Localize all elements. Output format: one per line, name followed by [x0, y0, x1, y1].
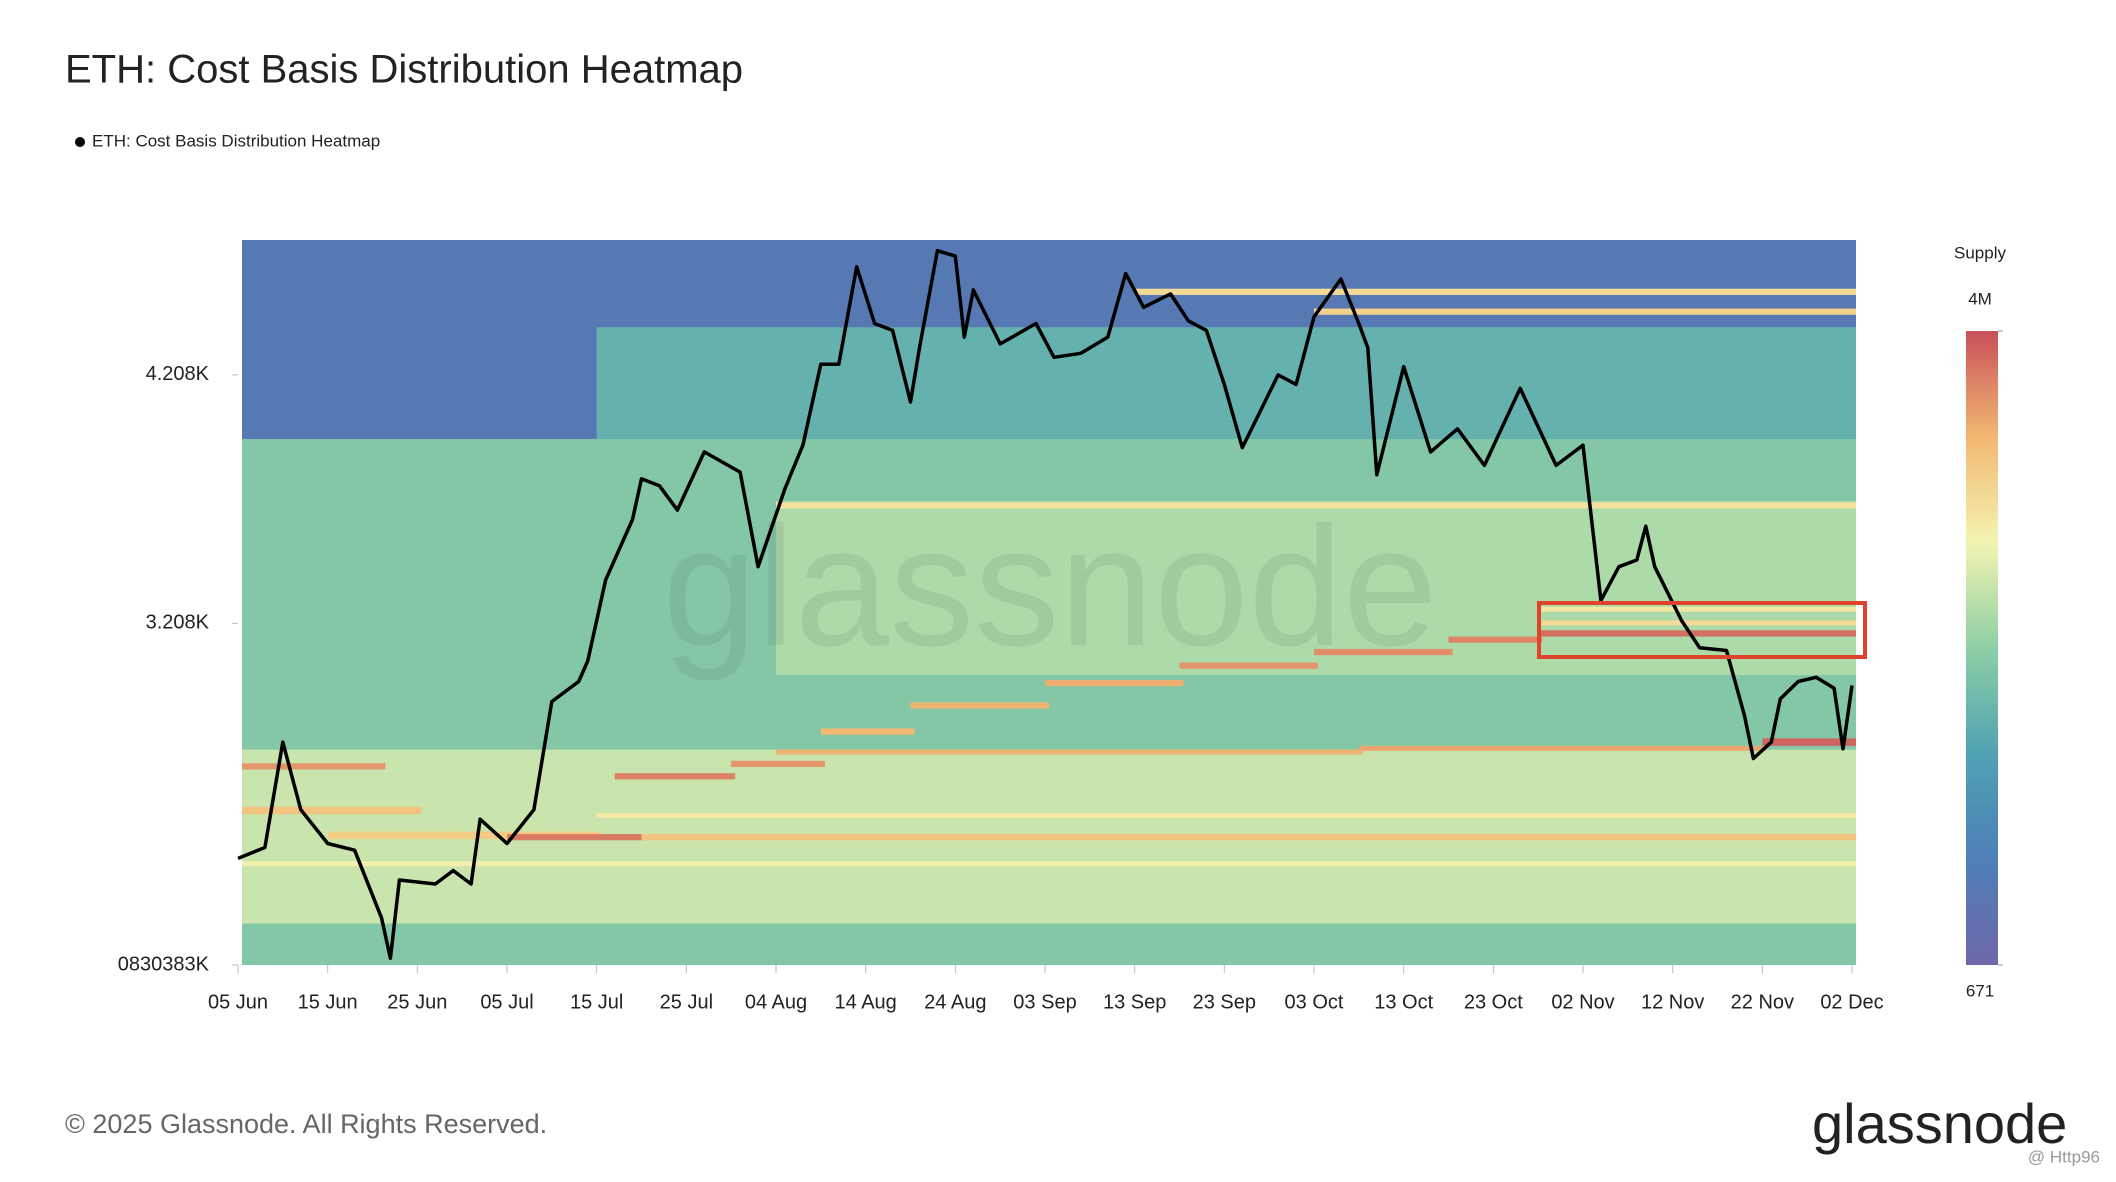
x-tick-label: 02 Nov — [1551, 991, 1614, 1013]
supply-band — [327, 831, 601, 840]
chart-title: ETH: Cost Basis Distribution Heatmap — [65, 48, 743, 92]
x-tick-label: 03 Oct — [1285, 991, 1344, 1013]
supply-band — [1448, 636, 1543, 643]
x-tick-label: 23 Sep — [1193, 991, 1256, 1013]
supply-band — [1179, 662, 1318, 669]
price-line — [237, 248, 1854, 961]
y-tick-label: 4.208K — [146, 363, 210, 385]
supply-band — [1314, 648, 1453, 656]
supply-band — [731, 760, 825, 767]
supply-band — [242, 806, 422, 815]
x-tick-label: 13 Sep — [1103, 991, 1166, 1013]
x-tick-label: 15 Jun — [298, 991, 358, 1013]
supply-band — [1045, 680, 1184, 687]
supply-band — [1762, 738, 1856, 746]
highlight-box — [1537, 601, 1867, 659]
axes: 4M 671 0830383K 3.208K 4.208K 05 Jun 15 Jun 25 … — [118, 289, 2003, 1013]
x-tick-label: 23 Oct — [1464, 991, 1523, 1013]
x-tick-label: 03 Sep — [1013, 991, 1076, 1013]
supply-band — [641, 834, 1856, 841]
supply-band — [507, 834, 646, 841]
footer: © 2025 Glassnode. All Rights Reserved. — [65, 1109, 547, 1139]
x-tick-label: 05 Jul — [480, 991, 533, 1013]
supply-band — [820, 728, 915, 735]
colorbar-tick-label: 671 — [1966, 981, 1994, 1000]
x-tick-label: 22 Nov — [1731, 991, 1794, 1013]
supply-band — [1538, 606, 1856, 612]
supply-band — [596, 812, 1856, 818]
colorbar-tick-label: 4M — [1968, 289, 1992, 308]
logo: glassnode — [1812, 1092, 2067, 1155]
x-tick-label: 04 Aug — [745, 991, 807, 1013]
supply-band — [596, 327, 1856, 440]
heatmap — [242, 240, 1856, 965]
legend-label: ETH: Cost Basis Distribution Heatmap — [92, 131, 380, 150]
colorbar — [1966, 331, 1998, 965]
x-tick-label: 02 Dec — [1820, 991, 1883, 1013]
y-tick-label: 0830383K — [118, 953, 210, 975]
watermark: glassnode — [662, 492, 1437, 682]
supply-band — [1538, 620, 1856, 626]
supply-band — [910, 702, 1049, 709]
supply-band — [1314, 308, 1856, 315]
supply-band — [1358, 745, 1767, 751]
supply-band — [776, 749, 1363, 755]
x-tick-label: 05 Jun — [208, 991, 268, 1013]
x-tick-label: 14 Aug — [835, 991, 897, 1013]
x-tick-label: 25 Jun — [387, 991, 447, 1013]
legend-marker — [75, 137, 85, 147]
supply-band — [1538, 630, 1856, 637]
supply-band — [776, 502, 1856, 509]
supply-band — [242, 861, 1856, 867]
supply-band — [1134, 288, 1856, 295]
x-tick-label: 12 Nov — [1641, 991, 1704, 1013]
user-mark: @ Http96 — [2028, 1147, 2100, 1166]
supply-band — [776, 501, 1856, 676]
x-tick-label: 15 Jul — [570, 991, 623, 1013]
y-tick-label: 3.208K — [146, 612, 210, 634]
supply-band — [242, 763, 386, 770]
x-tick-label: 25 Jul — [660, 991, 713, 1013]
supply-band — [614, 773, 736, 780]
x-tick-label: 24 Aug — [924, 991, 986, 1013]
price-layer — [237, 248, 1854, 961]
x-tick-label: 13 Oct — [1374, 991, 1433, 1013]
colorbar-title: Supply — [1954, 243, 2006, 262]
